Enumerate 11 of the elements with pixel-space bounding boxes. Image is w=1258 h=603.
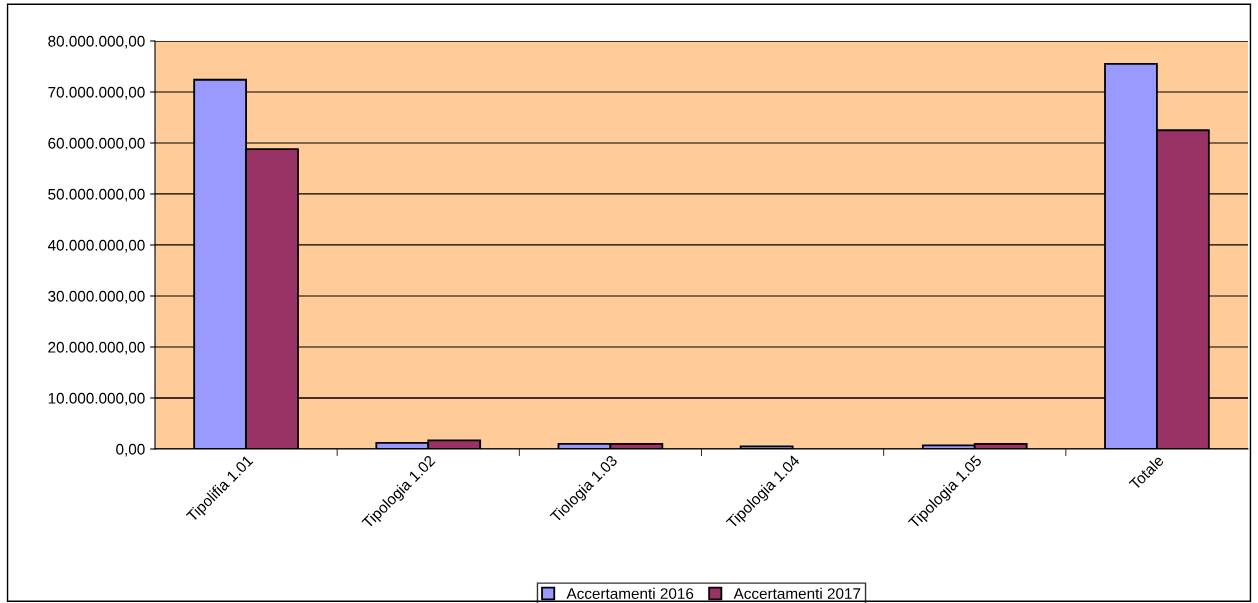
y-tick-label: 70.000.000,00 (48, 86, 145, 100)
legend-label: Accertamenti 2016 (566, 587, 694, 599)
y-tick-label: 10.000.000,00 (48, 392, 145, 406)
y-tick-label: 50.000.000,00 (48, 188, 145, 202)
legend-label: Accertamenti 2017 (733, 587, 861, 599)
y-tick-label: 30.000.000,00 (48, 290, 145, 304)
y-tick-label: 40.000.000,00 (47, 239, 145, 253)
y-tick-label: 20.000.000,00 (48, 341, 145, 355)
y-tick-label: 80.000.000,00 (48, 35, 145, 49)
y-tick-label: 0,00 (116, 443, 145, 457)
y-tick-label: 60.000.000,00 (48, 137, 145, 151)
